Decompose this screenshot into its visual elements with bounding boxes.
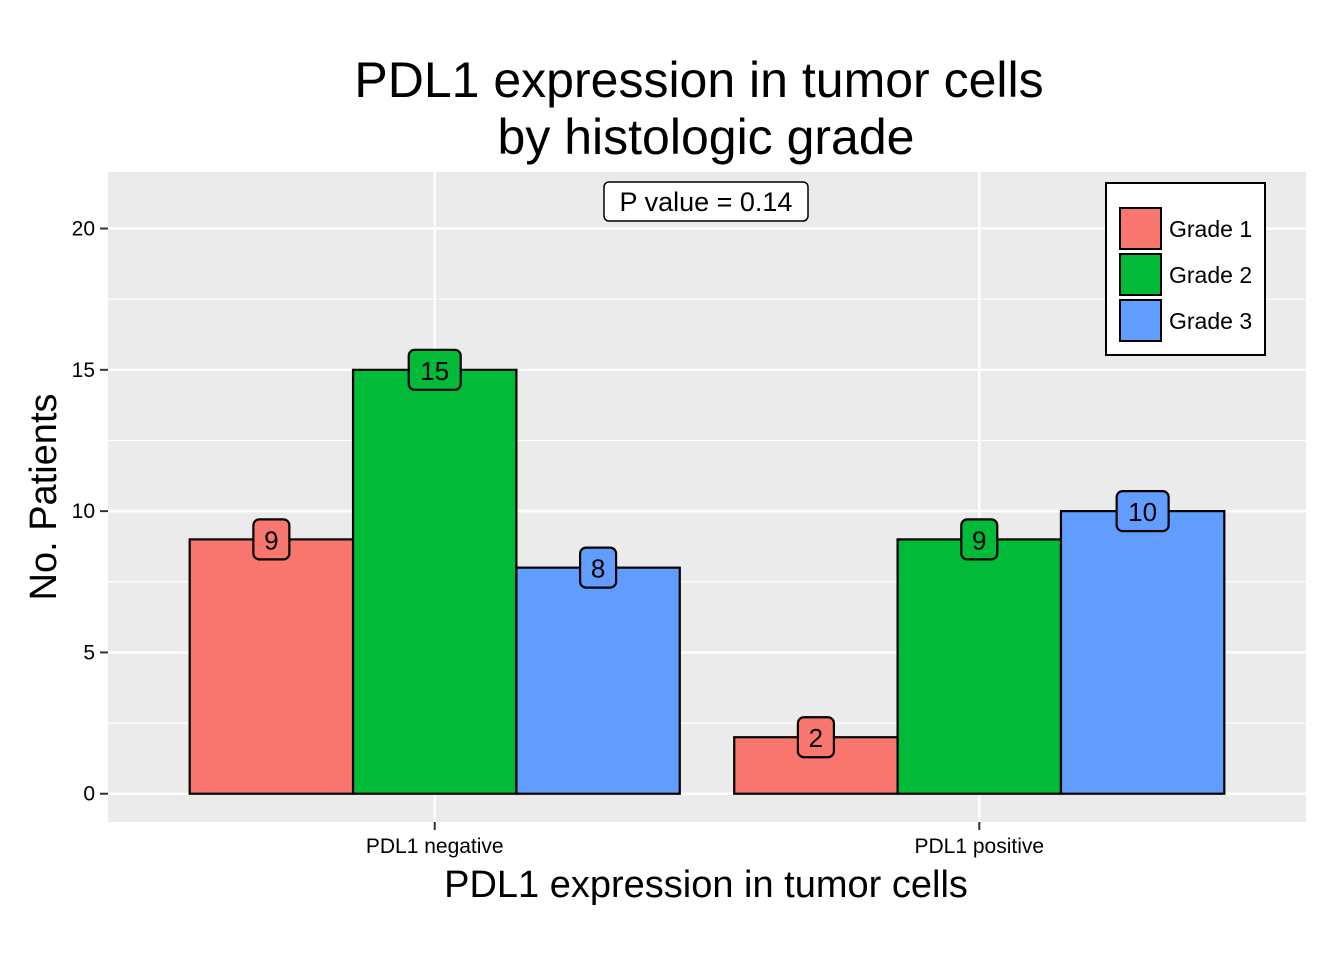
x-axis-title: PDL1 expression in tumor cells xyxy=(444,864,968,906)
y-axis-title: No. Patients xyxy=(23,394,65,601)
data-label: 2 xyxy=(809,723,823,753)
y-tick-label: 20 xyxy=(72,218,95,241)
legend-label: Grade 1 xyxy=(1169,216,1252,242)
legend: Grade 1 Grade 2 Grade 3 xyxy=(1105,182,1266,356)
data-label: 9 xyxy=(264,525,278,555)
data-label-box xyxy=(1115,490,1170,533)
y-axis: 0 5 10 15 20 xyxy=(72,218,108,806)
data-label-box xyxy=(407,348,462,391)
bar xyxy=(188,538,355,795)
data-label: 9 xyxy=(972,525,986,555)
data-label-box xyxy=(578,546,618,589)
y-tick-label: 5 xyxy=(83,641,95,664)
p-value-text: P value = 0.14 xyxy=(620,187,793,217)
legend-key xyxy=(1119,299,1162,342)
data-label: 15 xyxy=(420,356,449,386)
legend-label: Grade 2 xyxy=(1169,262,1252,288)
data-label: 10 xyxy=(1128,497,1157,527)
data-label-box xyxy=(796,716,836,759)
legend-key xyxy=(1119,207,1162,250)
bars xyxy=(188,368,1226,795)
y-tick-label: 0 xyxy=(83,783,95,806)
chart-title-line-2: by histologic grade xyxy=(498,109,915,165)
data-labels: 9 15 8 2 9 10 xyxy=(252,348,1170,759)
p-value-box xyxy=(603,181,809,222)
y-tick-label: 15 xyxy=(72,359,95,382)
y-tick-label: 10 xyxy=(72,500,95,523)
bar xyxy=(351,368,518,795)
data-label-box xyxy=(960,518,999,561)
p-value-annotation: P value = 0.14 xyxy=(603,181,809,222)
legend-label: Grade 3 xyxy=(1169,308,1252,334)
legend-key xyxy=(1119,253,1162,296)
x-tick-label: PDL1 negative xyxy=(366,835,504,858)
bar xyxy=(515,566,681,795)
data-label: 8 xyxy=(591,554,605,584)
x-tick-label: PDL1 positive xyxy=(914,835,1044,858)
data-label-box xyxy=(252,518,291,561)
chart-title-line-1: PDL1 expression in tumor cells xyxy=(354,52,1043,108)
x-axis: PDL1 negative PDL1 positive xyxy=(366,822,1044,858)
bar xyxy=(896,538,1063,795)
bar xyxy=(1059,510,1226,795)
